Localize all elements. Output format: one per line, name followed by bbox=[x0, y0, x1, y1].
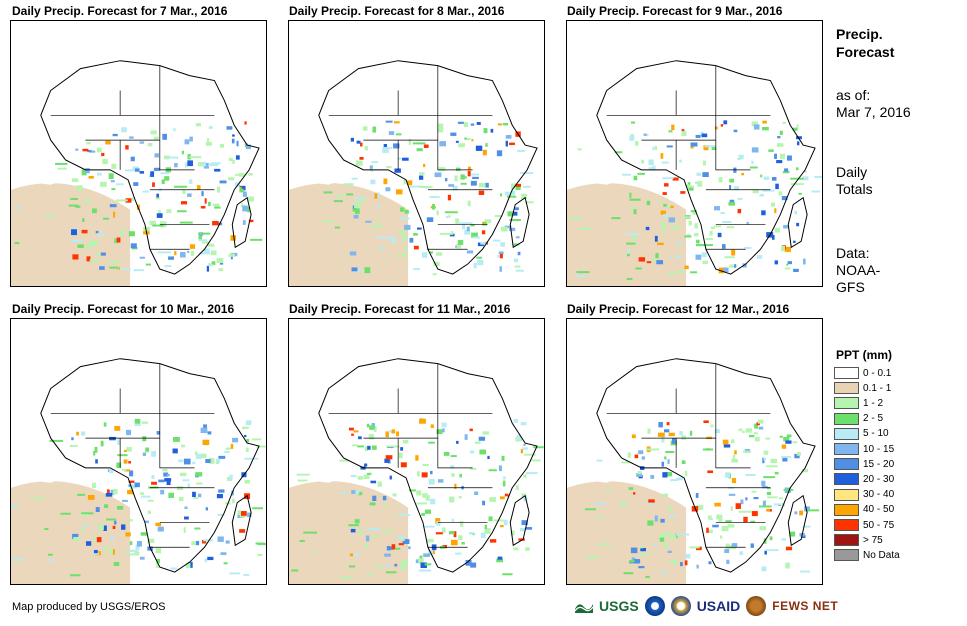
legend-swatch bbox=[834, 427, 859, 440]
legend-label: 1 - 2 bbox=[863, 397, 884, 409]
legend-label: 0 - 0.1 bbox=[863, 367, 892, 379]
legend-swatch bbox=[834, 397, 859, 410]
legend-item: 10 - 15 bbox=[834, 442, 894, 456]
legend-item: > 75 bbox=[834, 533, 883, 547]
data-label-3: GFS bbox=[836, 279, 865, 295]
forecast-map-day4 bbox=[10, 318, 267, 585]
usaid-logo: USAID bbox=[696, 598, 741, 614]
fewsnet-globe-icon bbox=[746, 596, 767, 616]
legend-label: 20 - 30 bbox=[863, 473, 895, 485]
legend-label: 15 - 20 bbox=[863, 458, 895, 470]
legend-title: PPT (mm) bbox=[836, 348, 893, 362]
sidebar-title-1: Precip. bbox=[836, 26, 883, 42]
partner-logos: USGS USAID FEWS NET bbox=[575, 593, 838, 619]
legend-swatch bbox=[834, 488, 859, 501]
legend-label: > 75 bbox=[863, 534, 883, 546]
asof-label: as of: bbox=[836, 87, 871, 103]
legend-label: No Data bbox=[863, 549, 900, 561]
doi-seal-icon bbox=[670, 596, 691, 616]
panel-title: Daily Precip. Forecast for 11 Mar., 2016 bbox=[289, 302, 511, 316]
legend-item: 0.1 - 1 bbox=[834, 381, 891, 395]
legend-item: 0 - 0.1 bbox=[834, 366, 891, 380]
usgs-logo: USGS bbox=[599, 598, 639, 614]
usgs-logo-icon bbox=[575, 599, 593, 613]
asof-date: Mar 7, 2016 bbox=[836, 104, 911, 120]
sidebar-title-2: Forecast bbox=[836, 44, 895, 60]
legend-item: No Data bbox=[834, 548, 900, 562]
forecast-map-day2 bbox=[288, 20, 545, 287]
legend-item: 2 - 5 bbox=[834, 412, 883, 426]
legend-item: 20 - 30 bbox=[834, 472, 894, 486]
panel-title: Daily Precip. Forecast for 10 Mar., 2016 bbox=[12, 302, 235, 316]
daily-label-1: Daily bbox=[836, 164, 868, 180]
forecast-map-day6 bbox=[566, 318, 823, 585]
legend-item: 15 - 20 bbox=[834, 457, 894, 471]
panel-title: Daily Precip. Forecast for 7 Mar., 2016 bbox=[12, 4, 228, 18]
legend-label: 2 - 5 bbox=[863, 413, 884, 425]
forecast-map-day3 bbox=[566, 20, 823, 287]
legend-swatch bbox=[834, 549, 859, 562]
legend-label: 0.1 - 1 bbox=[863, 382, 892, 394]
legend-swatch bbox=[834, 534, 859, 547]
panel-title: Daily Precip. Forecast for 12 Mar., 2016 bbox=[567, 302, 790, 316]
legend-item: 40 - 50 bbox=[834, 503, 894, 517]
legend-label: 40 - 50 bbox=[863, 504, 895, 516]
map-credit: Map produced by USGS/EROS bbox=[12, 601, 166, 613]
legend-item: 1 - 2 bbox=[834, 396, 883, 410]
data-label-1: Data: bbox=[836, 245, 870, 261]
panel-title: Daily Precip. Forecast for 9 Mar., 2016 bbox=[567, 4, 783, 18]
legend-swatch bbox=[834, 458, 859, 471]
forecast-map-day5 bbox=[288, 318, 545, 585]
legend-swatch bbox=[834, 519, 859, 531]
data-label-2: NOAA- bbox=[836, 262, 881, 278]
noaa-seal-icon bbox=[644, 596, 665, 616]
legend-swatch bbox=[834, 382, 859, 395]
legend-swatch bbox=[834, 443, 859, 455]
forecast-map-day1 bbox=[10, 20, 267, 287]
daily-label-2: Totals bbox=[836, 181, 873, 197]
legend-item: 30 - 40 bbox=[834, 488, 894, 502]
legend-label: 10 - 15 bbox=[863, 443, 895, 455]
legend-label: 30 - 40 bbox=[863, 489, 895, 501]
legend-label: 5 - 10 bbox=[863, 428, 889, 440]
legend-swatch bbox=[834, 367, 859, 379]
legend-item: 5 - 10 bbox=[834, 427, 889, 441]
legend-swatch bbox=[834, 473, 859, 486]
fewsnet-logo: FEWS NET bbox=[772, 599, 839, 613]
legend-swatch bbox=[834, 503, 859, 516]
legend-label: 50 - 75 bbox=[863, 519, 895, 531]
legend-swatch bbox=[834, 412, 859, 425]
legend-item: 50 - 75 bbox=[834, 518, 894, 532]
panel-title: Daily Precip. Forecast for 8 Mar., 2016 bbox=[289, 4, 505, 18]
